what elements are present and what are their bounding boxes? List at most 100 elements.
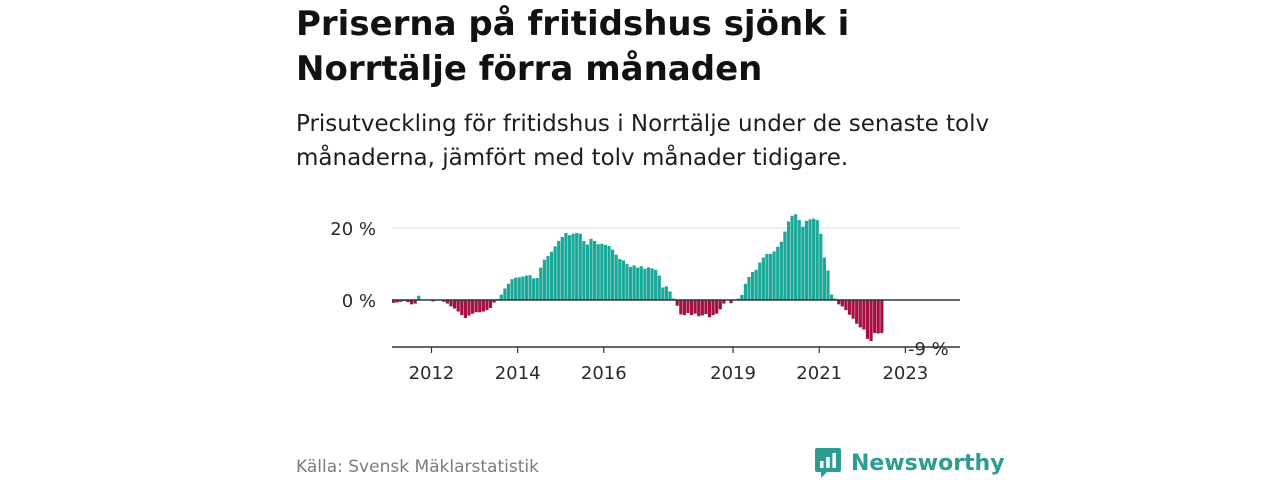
- bar: [840, 300, 844, 307]
- bar: [869, 300, 873, 342]
- bar: [593, 240, 597, 300]
- bar: [409, 300, 414, 305]
- bar: [571, 233, 575, 300]
- bar: [492, 300, 496, 303]
- bar: [514, 277, 518, 300]
- bar: [456, 300, 460, 312]
- bar: [503, 288, 507, 300]
- bar: [837, 300, 841, 305]
- bar: [564, 233, 568, 300]
- bar: [528, 275, 532, 300]
- bar: [740, 294, 744, 300]
- bar: [858, 300, 862, 328]
- bar: [603, 244, 607, 300]
- bar: [467, 300, 471, 316]
- bar: [510, 279, 514, 300]
- price-change-chart: 20 % 0 % 2012 2014 2016 2019 2021 2023 -9 %: [330, 214, 960, 384]
- y-tick-label: 20 %: [330, 219, 376, 240]
- bar: [668, 291, 672, 300]
- bar: [661, 287, 665, 300]
- y-tick-label: 0 %: [342, 291, 376, 312]
- bar: [625, 264, 629, 300]
- bar: [722, 300, 726, 304]
- bar: [578, 233, 582, 300]
- x-tick-label: 2014: [495, 363, 541, 384]
- bar: [488, 300, 493, 308]
- bar: [862, 300, 866, 330]
- bar: [646, 267, 651, 300]
- bar: [819, 233, 823, 300]
- source-note: Källa: Svensk Mäklarstatistik: [296, 457, 539, 477]
- brand-name: Newsworthy: [851, 450, 1005, 476]
- bar: [614, 254, 618, 300]
- bar: [826, 270, 830, 300]
- bar: [535, 278, 539, 300]
- bar: [700, 300, 704, 316]
- bar: [517, 277, 521, 300]
- bar: [395, 300, 399, 303]
- bar: [654, 269, 658, 300]
- bar: [715, 300, 719, 314]
- x-tick-label: 2012: [409, 363, 455, 384]
- bar: [675, 300, 679, 306]
- bar: [628, 266, 633, 300]
- bar: [686, 300, 690, 313]
- x-axis-tick-marks: [430, 347, 906, 353]
- bar: [575, 233, 579, 300]
- bar: [485, 300, 489, 311]
- bar-series: [392, 214, 884, 342]
- bar: [822, 257, 826, 300]
- bar: [546, 256, 550, 300]
- bar: [585, 244, 590, 300]
- bar: [499, 294, 503, 300]
- bar: [399, 300, 403, 302]
- bar: [453, 300, 457, 309]
- newsworthy-logo-icon: [815, 448, 841, 478]
- bar: [880, 300, 884, 334]
- x-tick-label: 2021: [796, 363, 842, 384]
- bar: [639, 266, 643, 300]
- bar: [776, 246, 780, 300]
- bar: [747, 276, 751, 300]
- bar: [610, 249, 615, 300]
- bar: [542, 259, 546, 300]
- bar: [865, 300, 870, 339]
- bar: [636, 267, 640, 300]
- bar: [876, 300, 880, 334]
- bar: [621, 260, 625, 300]
- bar: [600, 243, 604, 300]
- bar: [582, 240, 586, 300]
- bar: [772, 251, 776, 300]
- bar: [474, 300, 478, 313]
- bar: [829, 294, 834, 300]
- bar: [812, 218, 816, 300]
- brand-logo[interactable]: Newsworthy: [814, 446, 1005, 480]
- bar: [855, 300, 859, 324]
- bar: [679, 300, 683, 315]
- bar: [693, 300, 697, 314]
- bar: [758, 262, 762, 300]
- bar: [718, 300, 722, 310]
- bar: [560, 237, 564, 300]
- bar: [808, 219, 812, 300]
- bar: [682, 300, 686, 316]
- bar: [481, 300, 485, 312]
- bar: [449, 300, 453, 307]
- bar: [524, 275, 529, 300]
- bar: [470, 300, 475, 314]
- bar: [463, 300, 467, 318]
- bar: [689, 300, 694, 316]
- bar: [815, 220, 819, 300]
- bar: [797, 220, 801, 300]
- x-tick-label: 2023: [882, 363, 928, 384]
- bar: [801, 226, 805, 300]
- x-axis-ticks: 2012 2014 2016 2019 2021 2023: [409, 363, 929, 384]
- bar: [532, 278, 536, 300]
- bar: [729, 300, 733, 304]
- bar: [413, 300, 417, 304]
- bar: [406, 300, 410, 303]
- bar: [549, 251, 554, 300]
- bar: [478, 300, 482, 313]
- bar: [704, 300, 708, 315]
- bar: [851, 300, 855, 319]
